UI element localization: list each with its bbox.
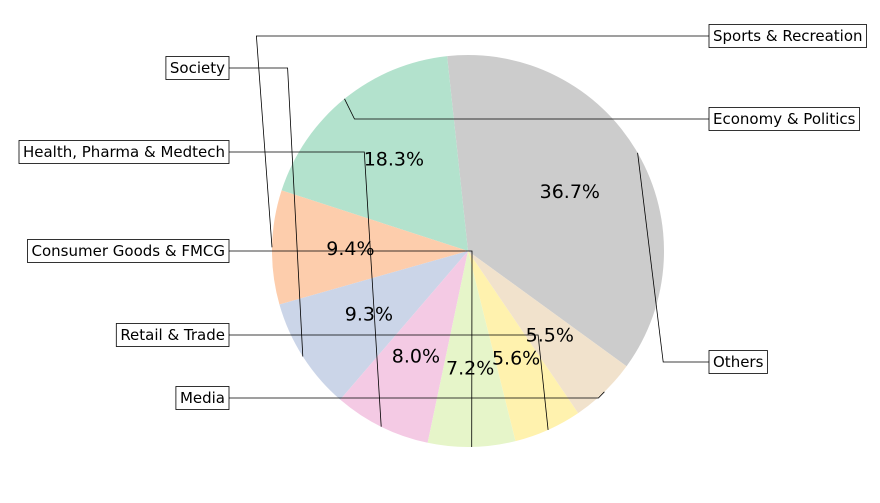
category-box-health-pharma-and-medtech <box>18 140 230 164</box>
slice-economy-and-politics <box>281 56 468 252</box>
percent-labels: 36.7% 18.3% 9.4% 9.3% 8.0% 7.2%5.6%5.5% <box>326 149 600 380</box>
category-label-others: Others <box>713 353 764 371</box>
percent-label-others: 36.7% <box>540 181 600 203</box>
slice-health-pharma-and-medtech <box>340 251 468 443</box>
percent-label-health-pharma-and-medtech: 8.0% <box>392 345 440 367</box>
slice-media <box>468 251 627 414</box>
leader-line-media <box>229 391 605 399</box>
category-box-sports-and-recreation <box>708 24 867 48</box>
category-box-others <box>708 350 768 374</box>
category-box-society <box>165 56 230 80</box>
category-label-health-pharma-and-medtech: Health, Pharma & Medtech <box>23 143 225 161</box>
percent-label-media: 5.5% <box>526 325 574 347</box>
category-label-media: Media <box>180 389 225 407</box>
slice-others <box>447 55 665 367</box>
percent-label-consumer-goods-and-fmcg: 7.2% <box>446 358 494 380</box>
category-box-retail-and-trade <box>115 323 230 347</box>
slice-society <box>279 251 468 400</box>
leader-line-sports-and-recreation <box>255 35 709 248</box>
category-box-consumer-goods-and-fmcg <box>27 239 230 263</box>
category-box-media <box>175 386 230 410</box>
percent-label-society: 9.3% <box>345 303 393 325</box>
category-box-economy-and-politics <box>708 107 860 131</box>
category-label-sports-and-recreation: Sports & Recreation <box>713 27 863 45</box>
category-callouts: Others Economy & Politics Sports & Recreat… <box>18 24 867 448</box>
percent-label-retail-and-trade: 5.6% <box>492 347 540 369</box>
percent-label-sports-and-recreation: 9.4% <box>326 238 374 260</box>
pie-slices <box>271 55 665 447</box>
percent-label-economy-and-politics: 18.3% <box>364 149 424 171</box>
leader-line-economy-and-politics <box>344 98 709 120</box>
category-label-consumer-goods-and-fmcg: Consumer Goods & FMCG <box>32 242 225 260</box>
leader-line-others <box>637 152 709 363</box>
category-label-economy-and-politics: Economy & Politics <box>713 110 856 128</box>
category-label-society: Society <box>170 59 225 77</box>
leader-line-consumer-goods-and-fmcg <box>229 250 473 448</box>
slice-retail-and-trade <box>468 251 579 442</box>
category-label-retail-and-trade: Retail & Trade <box>120 326 225 344</box>
leader-line-society <box>229 67 304 357</box>
